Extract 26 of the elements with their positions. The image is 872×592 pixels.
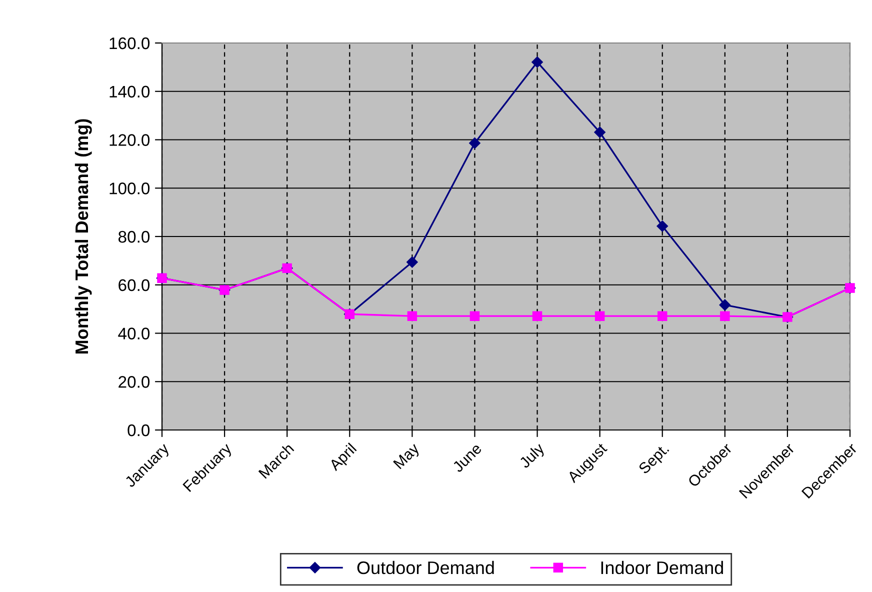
point bbox=[406, 256, 418, 268]
point bbox=[658, 311, 668, 321]
y-tick-label: 40.0 bbox=[118, 328, 150, 340]
y-tick-label: 140.0 bbox=[110, 86, 150, 98]
point bbox=[469, 138, 480, 149]
point bbox=[532, 311, 542, 321]
point bbox=[720, 311, 730, 321]
y-tick-label: 20.0 bbox=[118, 376, 150, 388]
point bbox=[407, 311, 418, 321]
x-tick-label: July bbox=[518, 442, 548, 471]
x-tick-label: May bbox=[393, 442, 422, 472]
point bbox=[656, 220, 668, 232]
point bbox=[594, 126, 606, 138]
point bbox=[719, 299, 731, 311]
y-tick-label: 120.0 bbox=[110, 134, 150, 146]
point bbox=[470, 311, 480, 321]
y-tick-label: 80.0 bbox=[118, 230, 150, 243]
point bbox=[594, 311, 605, 321]
y-tick-label: 160.0 bbox=[110, 37, 150, 50]
y-tick-label: 60.0 bbox=[118, 279, 150, 292]
legend-label: Indoor Demand bbox=[601, 560, 723, 574]
y-tick-label: 100.0 bbox=[110, 182, 150, 194]
point bbox=[532, 56, 543, 68]
y-tick-label: 0.0 bbox=[128, 424, 150, 436]
legend-label: Outdoor Demand bbox=[357, 560, 494, 574]
y-axis-title: Monthly Total Demand (mg) bbox=[74, 119, 92, 354]
